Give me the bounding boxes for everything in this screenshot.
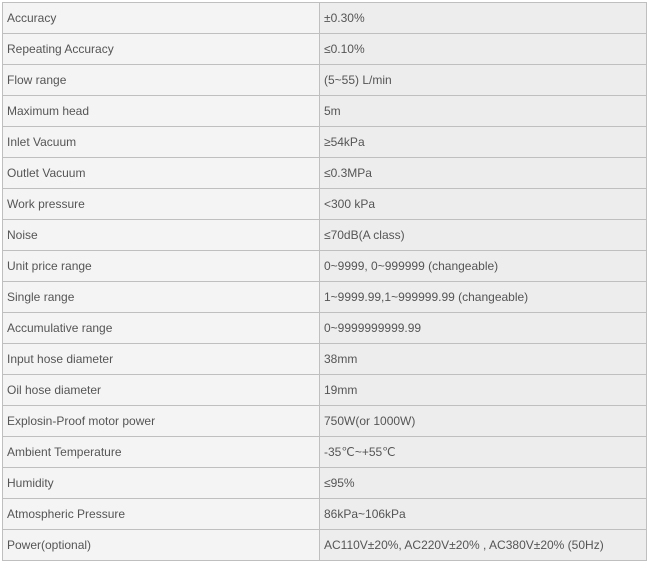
param-cell: Inlet Vacuum [3, 127, 320, 158]
param-cell: Repeating Accuracy [3, 34, 320, 65]
value-cell: ±0.30% [320, 3, 647, 34]
param-cell: Ambient Temperature [3, 437, 320, 468]
value-cell: 86kPa~106kPa [320, 499, 647, 530]
param-cell: Accuracy [3, 3, 320, 34]
spec-table: Accuracy±0.30%Repeating Accuracy≤0.10%Fl… [2, 2, 647, 561]
table-row: Maximum head5m [3, 96, 647, 127]
table-row: Flow range(5~55) L/min [3, 65, 647, 96]
table-row: Outlet Vacuum≤0.3MPa [3, 158, 647, 189]
table-row: Work pressure<300 kPa [3, 189, 647, 220]
table-row: Accumulative range0~9999999999.99 [3, 313, 647, 344]
value-cell: ≥54kPa [320, 127, 647, 158]
table-row: Oil hose diameter19mm [3, 375, 647, 406]
param-cell: Explosin-Proof motor power [3, 406, 320, 437]
param-cell: Input hose diameter [3, 344, 320, 375]
table-row: Repeating Accuracy≤0.10% [3, 34, 647, 65]
table-row: Accuracy±0.30% [3, 3, 647, 34]
param-cell: Single range [3, 282, 320, 313]
table-row: Input hose diameter38mm [3, 344, 647, 375]
table-row: Humidity≤95% [3, 468, 647, 499]
table-row: Explosin-Proof motor power750W(or 1000W) [3, 406, 647, 437]
value-cell: ≤0.10% [320, 34, 647, 65]
table-row: Inlet Vacuum≥54kPa [3, 127, 647, 158]
param-cell: Accumulative range [3, 313, 320, 344]
param-cell: Work pressure [3, 189, 320, 220]
param-cell: Humidity [3, 468, 320, 499]
table-row: Power(optional)AC110V±20%, AC220V±20% , … [3, 530, 647, 561]
value-cell: 19mm [320, 375, 647, 406]
value-cell: <300 kPa [320, 189, 647, 220]
value-cell: 38mm [320, 344, 647, 375]
table-row: Ambient Temperature-35℃~+55℃ [3, 437, 647, 468]
param-cell: Oil hose diameter [3, 375, 320, 406]
spec-table-body: Accuracy±0.30%Repeating Accuracy≤0.10%Fl… [3, 3, 647, 561]
param-cell: Outlet Vacuum [3, 158, 320, 189]
param-cell: Maximum head [3, 96, 320, 127]
table-row: Single range1~9999.99,1~999999.99 (chang… [3, 282, 647, 313]
value-cell: 5m [320, 96, 647, 127]
value-cell: ≤70dB(A class) [320, 220, 647, 251]
value-cell: -35℃~+55℃ [320, 437, 647, 468]
value-cell: ≤95% [320, 468, 647, 499]
spec-table-container: Accuracy±0.30%Repeating Accuracy≤0.10%Fl… [0, 0, 653, 567]
param-cell: Noise [3, 220, 320, 251]
table-row: Unit price range0~9999, 0~999999 (change… [3, 251, 647, 282]
value-cell: 750W(or 1000W) [320, 406, 647, 437]
value-cell: ≤0.3MPa [320, 158, 647, 189]
value-cell: 0~9999, 0~999999 (changeable) [320, 251, 647, 282]
param-cell: Power(optional) [3, 530, 320, 561]
value-cell: 0~9999999999.99 [320, 313, 647, 344]
value-cell: (5~55) L/min [320, 65, 647, 96]
table-row: Atmospheric Pressure86kPa~106kPa [3, 499, 647, 530]
value-cell: AC110V±20%, AC220V±20% , AC380V±20% (50H… [320, 530, 647, 561]
value-cell: 1~9999.99,1~999999.99 (changeable) [320, 282, 647, 313]
table-row: Noise≤70dB(A class) [3, 220, 647, 251]
param-cell: Flow range [3, 65, 320, 96]
param-cell: Unit price range [3, 251, 320, 282]
param-cell: Atmospheric Pressure [3, 499, 320, 530]
